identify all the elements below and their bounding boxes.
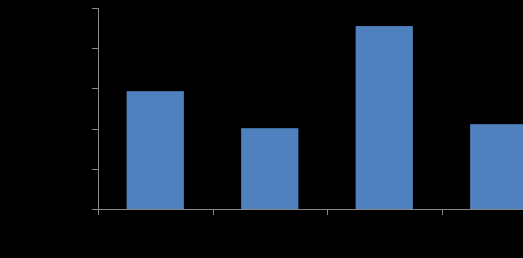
y-tick-label: 4 (83, 42, 89, 54)
bar (126, 91, 184, 209)
y-tick-label: 3 (83, 82, 89, 94)
bar (470, 124, 523, 209)
y-tick-label: 0 (83, 203, 89, 215)
bar (355, 26, 413, 210)
y-tick-label: 5 (83, 2, 89, 14)
y-tick-label: 1 (83, 163, 89, 175)
y-tick-label: 2 (83, 123, 89, 135)
bar (241, 128, 299, 209)
